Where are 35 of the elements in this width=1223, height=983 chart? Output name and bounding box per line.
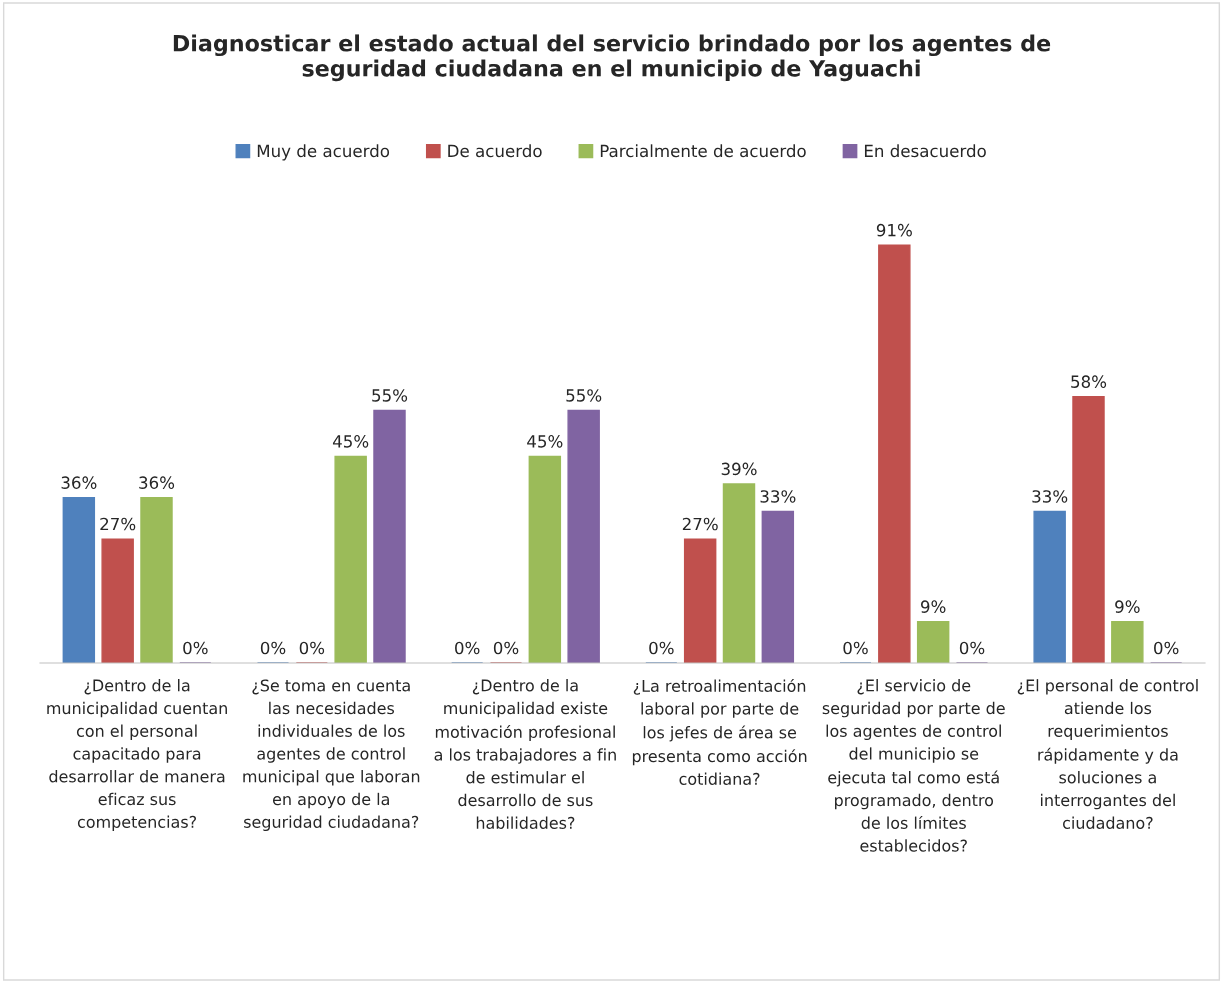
data-label: 36% xyxy=(139,476,175,489)
legend-label: En desacuerdo xyxy=(864,144,986,158)
data-label: 45% xyxy=(527,435,563,448)
x-tick-label: ¿El personal de control atiende los requerimientos rápidamente y da soluciones a interrogantes del ciudadano? xyxy=(1017,679,1198,829)
data-label: 0% xyxy=(183,641,208,655)
data-label: 9% xyxy=(921,600,946,613)
legend-label: Parcialmente de acuerdo xyxy=(600,144,806,158)
x-tick-label: ¿La retroalimentación laboral por parte de los jefes de área se presenta como acción cotidiana? xyxy=(632,678,807,785)
data-label: 0% xyxy=(299,641,325,655)
data-label: 45% xyxy=(332,435,369,448)
x-tick-label: ¿Dentro de la municipalidad cuentan con el personal capacitado para desarrollar de manera eficaz sus competencias? xyxy=(47,679,227,832)
data-label: 27% xyxy=(682,517,718,531)
data-label: 33% xyxy=(1032,490,1068,503)
data-label: 91% xyxy=(876,223,912,237)
data-label: 0% xyxy=(455,641,480,655)
data-label: 0% xyxy=(1154,641,1179,655)
data-label: 0% xyxy=(843,641,868,655)
legend-label: De acuerdo xyxy=(448,144,542,158)
data-label: 55% xyxy=(372,389,408,402)
x-tick-label: ¿El servicio de seguridad por parte de los agentes de control del municipio se ejecuta tal como está programado, dentro de los límites establecidos? xyxy=(822,679,1005,852)
data-label: 27% xyxy=(100,517,136,531)
data-label: 0% xyxy=(260,641,286,655)
x-tick-label: ¿Se toma en cuenta las necesidades individuales de los agentes de control municipal que laboran en apoyo de la seguridad ciudadana? xyxy=(243,679,420,832)
data-label: 58% xyxy=(1071,375,1107,388)
data-label: 36% xyxy=(61,476,97,489)
data-label: 0% xyxy=(493,641,519,655)
data-label: 9% xyxy=(1115,600,1140,613)
data-label: 55% xyxy=(566,389,602,402)
data-label: 0% xyxy=(649,641,674,655)
chart-title: Diagnosticar el estado actual del servicio brindado por los agentes de seguridad ciudadana en el municipio de Yaguachi xyxy=(173,34,1051,82)
data-label: 33% xyxy=(760,490,796,503)
data-label: 39% xyxy=(721,462,757,476)
x-tick-label: ¿Dentro de la municipalidad existe motivación profesional a los trabajadores a fin de estimular el desarrollo de sus habilidades? xyxy=(434,679,616,829)
legend-label: Muy de acuerdo xyxy=(257,144,390,161)
data-label: 0% xyxy=(959,641,985,655)
